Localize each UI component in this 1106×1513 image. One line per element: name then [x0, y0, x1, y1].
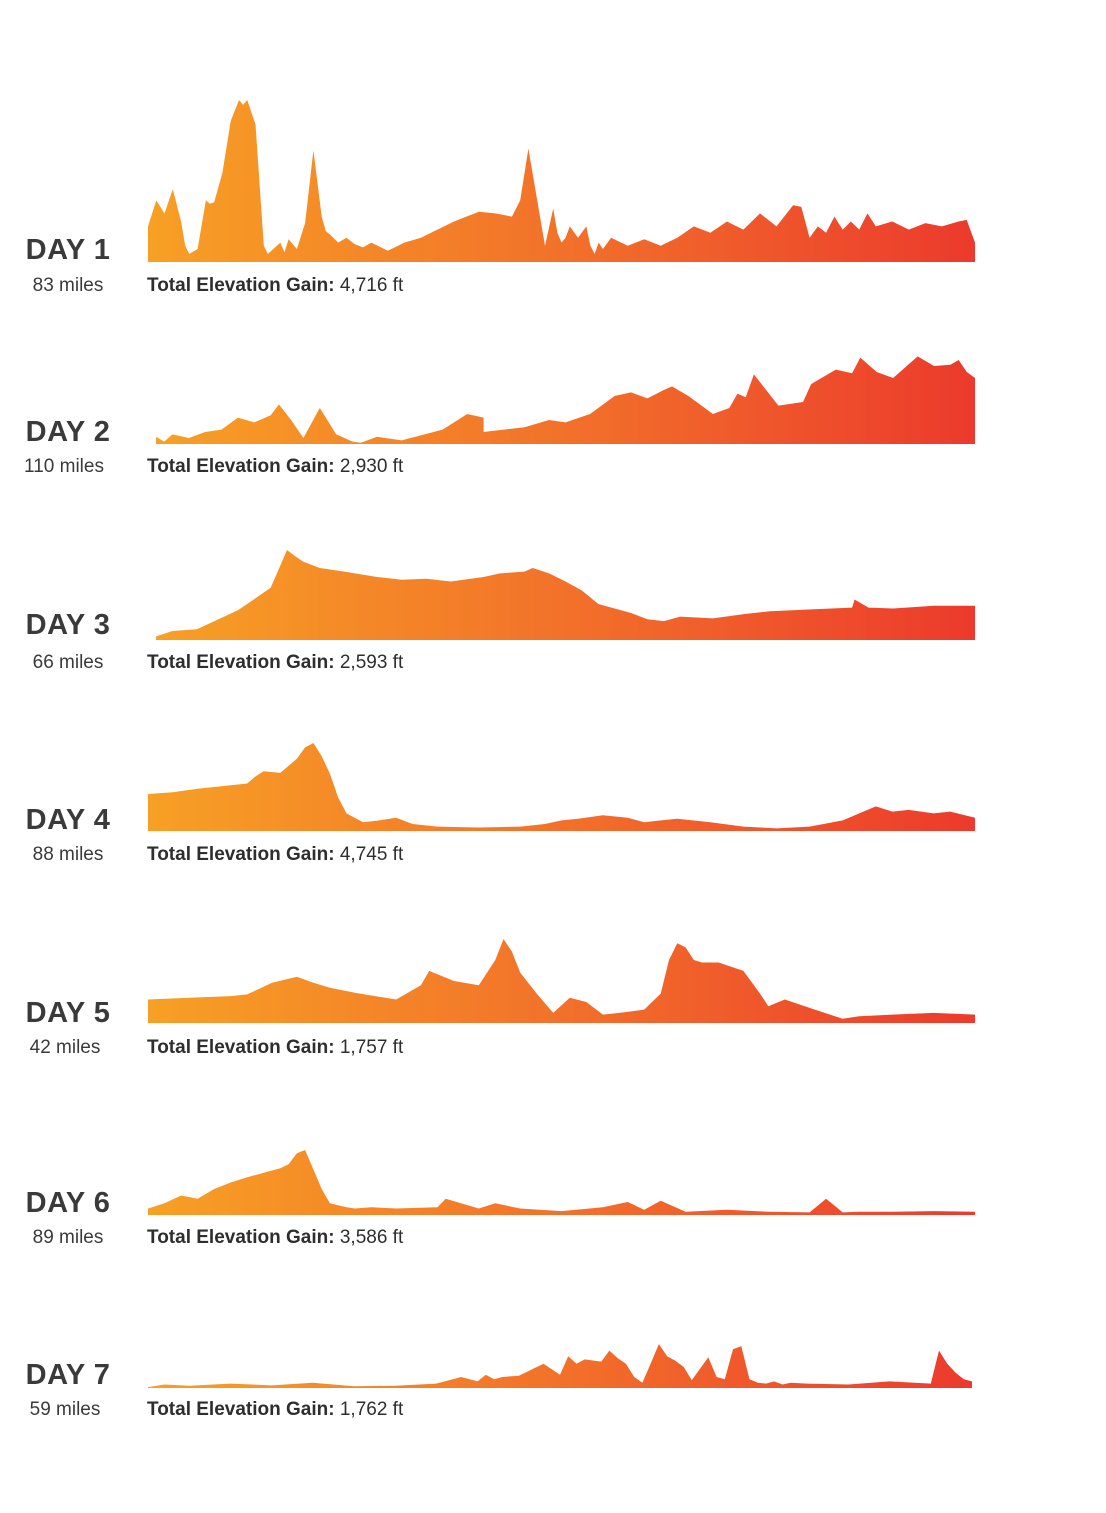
- day-6-gain-value: 3,586 ft: [339, 1227, 404, 1248]
- elevation-profile-day-7: [148, 1344, 972, 1388]
- day-2-label: DAY 2: [25, 416, 111, 448]
- gain-label: Total Elevation Gain:: [147, 844, 335, 865]
- elevation-profile-day-1: [148, 100, 975, 262]
- day-7-elevation-gain: Total Elevation Gain: 1,762 ft: [147, 1399, 403, 1421]
- day-3-gain-value: 2,593 ft: [339, 652, 404, 673]
- gain-label: Total Elevation Gain:: [147, 652, 335, 673]
- day-7-distance: 59 miles: [29, 1399, 101, 1420]
- day-4-label: DAY 4: [25, 804, 111, 836]
- day-2-elevation-gain: Total Elevation Gain: 2,930 ft: [147, 456, 403, 478]
- day-2-distance: 110 miles: [24, 456, 104, 477]
- elevation-profile-day-5: [148, 939, 975, 1023]
- gain-label: Total Elevation Gain:: [147, 1037, 335, 1058]
- gain-label: Total Elevation Gain:: [147, 1399, 335, 1420]
- day-7-gain-value: 1,762 ft: [339, 1399, 404, 1420]
- day-1-elevation-gain: Total Elevation Gain: 4,716 ft: [147, 275, 403, 297]
- day-6-label: DAY 6: [25, 1187, 111, 1219]
- day-1-gain-value: 4,716 ft: [339, 275, 404, 296]
- day-6-elevation-gain: Total Elevation Gain: 3,586 ft: [147, 1227, 403, 1249]
- day-6-distance: 89 miles: [32, 1227, 104, 1248]
- gain-label: Total Elevation Gain:: [147, 1227, 335, 1248]
- elevation-profile-day-4: [148, 743, 975, 831]
- day-3-label: DAY 3: [25, 609, 111, 641]
- elevation-profile-day-2: [156, 356, 975, 444]
- day-2-gain-value: 2,930 ft: [339, 456, 404, 477]
- gain-label: Total Elevation Gain:: [147, 456, 335, 477]
- elevation-profile-day-3: [156, 550, 975, 640]
- day-5-gain-value: 1,757 ft: [339, 1037, 404, 1058]
- day-4-gain-value: 4,745 ft: [339, 844, 404, 865]
- day-1-distance: 83 miles: [32, 275, 104, 296]
- day-4-distance: 88 miles: [32, 844, 104, 865]
- day-4-elevation-gain: Total Elevation Gain: 4,745 ft: [147, 844, 403, 866]
- day-5-elevation-gain: Total Elevation Gain: 1,757 ft: [147, 1037, 403, 1059]
- gain-label: Total Elevation Gain:: [147, 275, 335, 296]
- day-7-label: DAY 7: [25, 1359, 111, 1391]
- day-1-label: DAY 1: [25, 234, 111, 266]
- day-5-distance: 42 miles: [29, 1037, 101, 1058]
- day-3-distance: 66 miles: [32, 652, 104, 673]
- day-5-label: DAY 5: [25, 997, 111, 1029]
- elevation-profile-day-6: [148, 1150, 975, 1215]
- day-3-elevation-gain: Total Elevation Gain: 2,593 ft: [147, 652, 403, 674]
